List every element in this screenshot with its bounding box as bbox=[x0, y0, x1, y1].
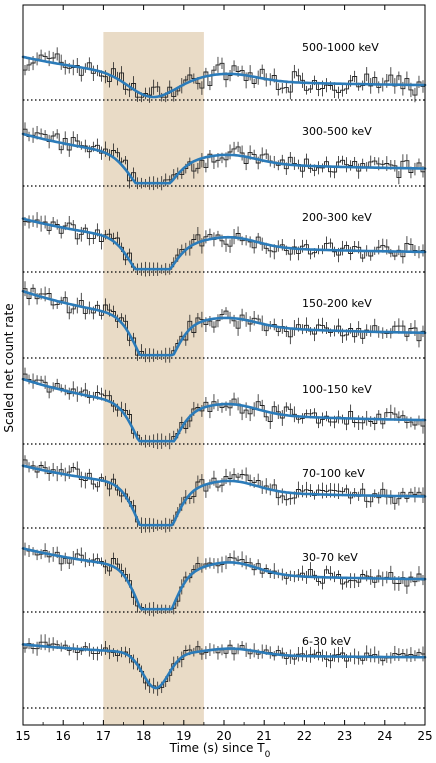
plot-area: 500-1000 keV 300-500 keV 200-300 keV 150-20… bbox=[15, 4, 433, 743]
panel-error-bars bbox=[24, 542, 424, 617]
band-label: 500-1000 keV bbox=[302, 41, 379, 54]
x-tick-label: 19 bbox=[176, 729, 191, 743]
band-label: 100-150 keV bbox=[302, 383, 372, 396]
highlight-interval bbox=[103, 32, 204, 725]
panel-model-curve bbox=[21, 377, 427, 443]
x-tick-label: 21 bbox=[257, 729, 272, 743]
x-axis: 15 16 17 18 19 20 21 22 23 24 25 bbox=[15, 5, 433, 743]
x-tick-label: 25 bbox=[417, 729, 432, 743]
x-tick-label: 20 bbox=[216, 729, 231, 743]
panel-error-bars bbox=[24, 634, 424, 696]
x-axis-label: Time (s) since T0 bbox=[169, 741, 271, 760]
band-label: 200-300 keV bbox=[302, 211, 372, 224]
x-tick-label: 17 bbox=[96, 729, 111, 743]
panel-model-curve bbox=[21, 217, 427, 271]
x-tick-label: 23 bbox=[337, 729, 352, 743]
x-tick-label: 16 bbox=[56, 729, 71, 743]
plot-frame bbox=[22, 4, 426, 726]
band-label: 6-30 keV bbox=[302, 635, 351, 648]
y-axis-label: Scaled net count rate bbox=[2, 303, 16, 432]
x-tick-label: 15 bbox=[15, 729, 30, 743]
panel-3: 200-300 keV bbox=[21, 211, 427, 277]
x-tick-label: 18 bbox=[136, 729, 151, 743]
panel-data-steps bbox=[23, 219, 425, 270]
panel-error-bars bbox=[24, 455, 424, 534]
panel-model-curve bbox=[21, 464, 427, 527]
x-tick-label: 24 bbox=[377, 729, 392, 743]
panel-1: 500-1000 keV bbox=[21, 41, 427, 103]
panel-model-curve bbox=[21, 289, 427, 357]
panel-7: 30-70 keV bbox=[21, 542, 427, 617]
panel-data-steps bbox=[23, 53, 425, 98]
panel-8: 6-30 keV bbox=[21, 634, 427, 709]
band-label: 150-200 keV bbox=[302, 297, 372, 310]
panel-6: 70-100 keV bbox=[21, 455, 427, 534]
x-tick-label: 22 bbox=[297, 729, 312, 743]
band-label: 70-100 keV bbox=[302, 467, 365, 480]
panel-model-curve bbox=[21, 132, 427, 185]
panel-4: 150-200 keV bbox=[21, 281, 427, 363]
panel-5: 100-150 keV bbox=[21, 367, 427, 450]
panel-model-curve bbox=[21, 643, 427, 690]
band-label: 30-70 keV bbox=[302, 551, 358, 564]
band-label: 300-500 keV bbox=[302, 125, 372, 138]
panel-2: 300-500 keV bbox=[21, 122, 427, 191]
panel-error-bars bbox=[24, 281, 424, 363]
panel-error-bars bbox=[24, 367, 424, 450]
panel-error-bars bbox=[24, 122, 424, 191]
panel-model-curve bbox=[21, 55, 427, 99]
panel-model-curve bbox=[21, 547, 427, 611]
